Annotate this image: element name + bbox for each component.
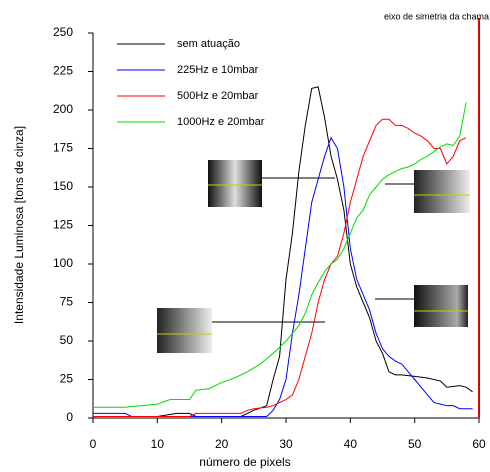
legend-label: 225Hz e 10mbar [177,64,259,76]
series-line [93,86,473,417]
flame-image [414,285,468,327]
x-axis-label: número de pixels [199,455,290,469]
y-axis-label: Intensidade Luminosa [tons de cinza] [12,126,26,324]
flame-image [208,160,262,207]
x-tick-label: 60 [472,437,486,451]
y-tick-label: 100 [53,256,73,270]
y-tick-label: 125 [53,218,73,232]
legend-label: 1000Hz e 20mbar [177,116,265,128]
flame-image [414,170,470,213]
insets [157,160,470,353]
annotation: eixo de simetria da chama [384,11,489,21]
x-tick-label: 40 [344,437,358,451]
y-tick-label: 175 [53,141,73,155]
x-tick-label: 20 [215,437,229,451]
x-tick-label: 50 [408,437,422,451]
legend-label: 500Hz e 20mbar [177,90,259,102]
series-line [93,102,467,408]
series-line [93,118,467,417]
y-tick-label: 0 [66,410,73,424]
y-tick-label: 250 [53,25,73,39]
y-tick-label: 225 [53,64,73,78]
x-tick-label: 30 [279,437,293,451]
y-tick-label: 25 [60,372,74,386]
series-line [93,136,473,417]
flame-image [157,308,212,353]
y-tick-label: 75 [60,295,74,309]
y-tick-label: 150 [53,179,73,193]
x-tick-label: 10 [151,437,165,451]
y-tick-label: 50 [60,333,74,347]
y-tick-label: 200 [53,102,73,116]
x-tick-label: 0 [90,437,97,451]
legend-label: sem atuação [177,38,240,50]
